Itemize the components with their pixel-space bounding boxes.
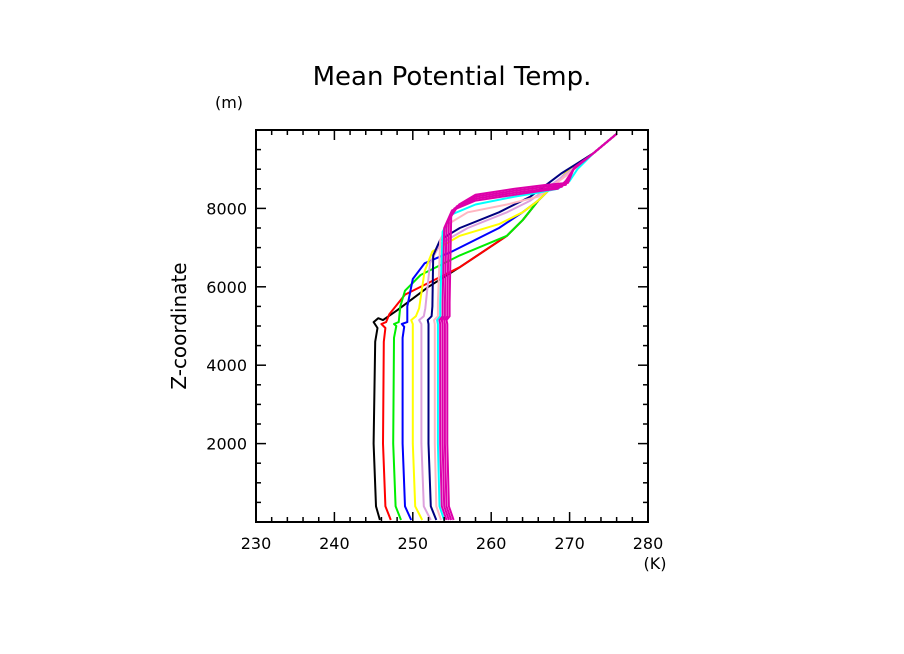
x-tick-label: 250 xyxy=(398,534,429,553)
x-tick-label: 260 xyxy=(476,534,507,553)
y-tick-label: 2000 xyxy=(206,435,247,454)
series-layer xyxy=(372,133,618,521)
x-tick-label: 270 xyxy=(554,534,585,553)
y-tick-label: 4000 xyxy=(206,356,247,375)
series-line-13 xyxy=(445,133,618,521)
x-tick-label: 240 xyxy=(319,534,350,553)
y-tick-label: 6000 xyxy=(206,278,247,297)
x-unit-label: (K) xyxy=(644,554,667,573)
plot-frame xyxy=(255,129,649,523)
y-axis-label: Z-coordinate xyxy=(167,262,191,389)
chart-title: Mean Potential Temp. xyxy=(313,62,592,92)
series-line-11 xyxy=(440,133,618,521)
y-tick-label: 8000 xyxy=(206,199,247,218)
x-tick-label: 230 xyxy=(241,534,272,553)
series-line-7 xyxy=(426,133,618,521)
x-tick-label: 280 xyxy=(633,534,664,553)
y-unit-label: (m) xyxy=(215,93,243,112)
